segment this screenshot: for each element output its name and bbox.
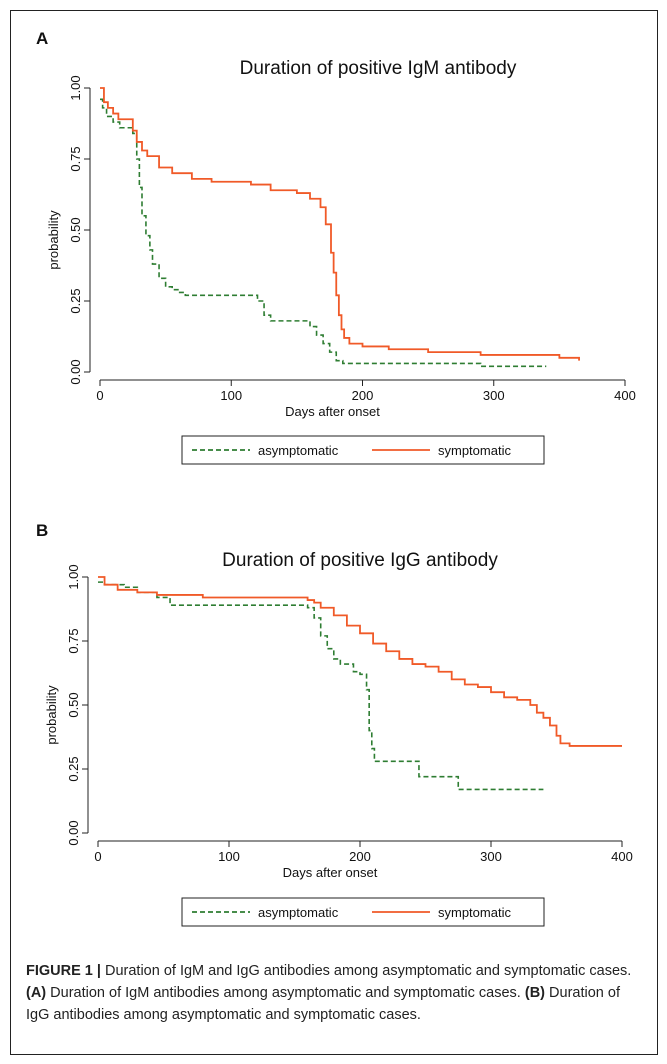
caption-label: FIGURE 1 | <box>26 963 101 979</box>
legend-label-symptomatic: symptomatic <box>438 905 511 920</box>
x-tick-label: 0 <box>96 388 103 403</box>
y-tick-label: 0.25 <box>68 288 83 313</box>
y-axis-label: probability <box>46 210 61 270</box>
chart-panel-a <box>84 87 626 465</box>
x-tick-label: 200 <box>349 849 371 864</box>
legend-label-symptomatic: symptomatic <box>438 443 511 458</box>
y-tick-label: 0.00 <box>66 820 81 845</box>
x-tick-label: 300 <box>480 849 502 864</box>
legend-label-asymptomatic: asymptomatic <box>258 443 339 458</box>
x-tick-label: 0 <box>94 849 101 864</box>
caption-a-label: (A) <box>26 985 47 1001</box>
x-axis-label: Days after onset <box>285 404 380 419</box>
x-axis-label: Days after onset <box>283 865 378 880</box>
figure-frame <box>10 10 658 1055</box>
y-tick-label: 1.00 <box>66 564 81 589</box>
x-tick-label: 400 <box>611 849 633 864</box>
panel-label: A <box>36 29 48 48</box>
x-tick-label: 400 <box>614 388 636 403</box>
x-tick-label: 300 <box>483 388 505 403</box>
y-tick-label: 0.50 <box>68 217 83 242</box>
series-line-asymptomatic <box>98 581 544 791</box>
y-tick-label: 0.25 <box>66 756 81 781</box>
chart-title: Duration of positive IgM antibody <box>240 58 517 79</box>
legend-label-asymptomatic: asymptomatic <box>258 905 339 920</box>
x-tick-label: 100 <box>220 388 242 403</box>
caption-b-text: Duration of IgG antibodies among asympto… <box>26 985 620 1023</box>
charts-canvas: A Duration of positive IgM antibody 0.00 0.… <box>36 29 636 927</box>
series-line-symptomatic <box>98 576 622 747</box>
series-line-asymptomatic <box>100 98 547 368</box>
panel-label: B <box>36 521 48 540</box>
series-line-symptomatic <box>100 87 580 361</box>
chart-panel-b <box>82 576 623 927</box>
figure-caption: FIGURE 1 | Duration of IgM and IgG antib… <box>26 960 636 1026</box>
caption-b-label: (B) <box>524 985 546 1001</box>
chart-title: Duration of positive IgG antibody <box>222 550 498 571</box>
y-tick-label: 1.00 <box>68 75 83 100</box>
caption-a-text: Duration of IgM antibodies among asympto… <box>46 985 525 1001</box>
x-tick-label: 200 <box>352 388 374 403</box>
y-axis-label: probability <box>44 685 59 745</box>
y-tick-label: 0.50 <box>66 692 81 717</box>
y-tick-label: 0.75 <box>68 146 83 171</box>
y-tick-label: 0.00 <box>68 359 83 384</box>
x-tick-label: 100 <box>218 849 240 864</box>
y-tick-label: 0.75 <box>66 628 81 653</box>
caption-intro: Duration of IgM and IgG antibodies among… <box>100 963 632 979</box>
